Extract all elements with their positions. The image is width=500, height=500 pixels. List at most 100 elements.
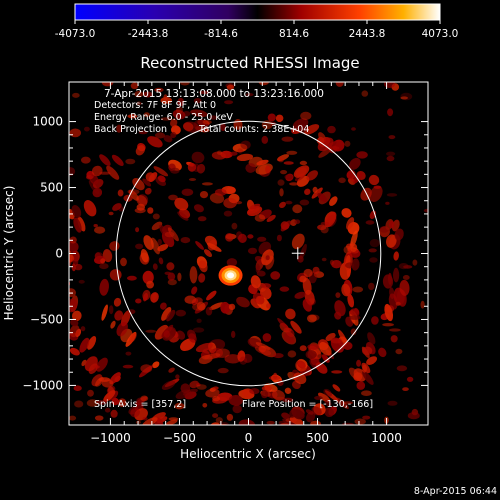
emission-blob: [332, 384, 341, 392]
emission-speckle: [72, 92, 80, 98]
emission-blob: [254, 346, 272, 356]
x-tick-label: 500: [306, 431, 329, 445]
emission-speckle: [96, 400, 108, 405]
emission-speckle: [240, 140, 251, 150]
emission-speckle: [193, 297, 203, 304]
emission-blob: [386, 234, 397, 248]
emission-speckle: [140, 395, 149, 402]
colorbar-ticks: [74, 20, 441, 24]
emission-blob: [393, 267, 400, 283]
emission-speckle: [285, 200, 293, 205]
emission-speckle: [220, 123, 226, 132]
emission-blob: [399, 279, 410, 296]
emission-speckle: [108, 211, 114, 216]
emission-blob: [128, 333, 137, 343]
emission-speckle: [283, 327, 292, 333]
x-axis-label: Heliocentric X (arcsec): [180, 447, 316, 461]
emission-speckle: [192, 327, 205, 333]
emission-blob: [147, 136, 163, 148]
emission-speckle: [235, 231, 243, 240]
emission-blob: [348, 157, 361, 170]
emission-blob: [163, 135, 173, 143]
emission-speckle: [94, 252, 101, 261]
emission-blob: [71, 310, 82, 322]
emission-blob: [220, 301, 231, 314]
emission-speckle: [283, 161, 294, 165]
axis-ticks: [69, 82, 428, 425]
emission-blob: [92, 187, 103, 198]
emission-speckle: [266, 303, 271, 309]
emission-blob: [154, 324, 169, 340]
emission-speckle: [217, 367, 229, 374]
emission-blob: [69, 324, 80, 338]
emission-speckle: [383, 82, 396, 88]
emission-blob: [347, 293, 355, 308]
emission-speckle: [277, 179, 285, 186]
emission-speckle: [192, 163, 200, 172]
emission-blob: [230, 151, 238, 156]
emission-speckle: [321, 257, 327, 262]
emission-speckle: [170, 167, 180, 174]
emission-blob: [245, 163, 256, 173]
emission-blob: [324, 407, 334, 418]
emission-blob: [176, 330, 186, 340]
emission-speckle: [277, 156, 284, 163]
emission-speckle: [94, 226, 106, 234]
emission-blob: [204, 353, 221, 360]
emission-blob: [109, 269, 122, 281]
emission-speckle: [175, 374, 180, 380]
emission-blob: [304, 188, 311, 195]
emission-speckle: [74, 400, 84, 408]
emission-speckle: [371, 316, 379, 325]
time-range-text: 7-Apr-2015 13:13:08.000 to 13:23:16.000: [104, 88, 324, 100]
emission-speckle: [188, 178, 197, 181]
emission-blob: [130, 408, 140, 418]
emission-blob: [174, 197, 189, 211]
emission-speckle: [157, 238, 162, 246]
emission-speckle: [299, 199, 310, 206]
emission-speckle: [365, 220, 375, 225]
emission-blob: [323, 388, 333, 397]
emission-speckle: [117, 189, 124, 197]
emission-speckle: [125, 158, 136, 165]
emission-speckle: [145, 329, 157, 333]
emission-blob: [144, 187, 152, 195]
emission-blob: [335, 397, 349, 409]
emission-speckle: [362, 415, 371, 420]
emission-blob: [350, 230, 358, 248]
emission-blob: [393, 251, 399, 261]
x-tick-labels: −1000 −500 0 500 1000: [90, 431, 402, 445]
emission-speckle: [335, 292, 341, 298]
emission-blob: [111, 154, 124, 166]
image-emission: [69, 82, 428, 437]
emission-speckle: [247, 247, 258, 255]
emission-speckle: [205, 306, 213, 316]
colorbar-tick-label: 814.6: [279, 28, 309, 40]
emission-speckle: [168, 194, 178, 201]
emission-blob: [266, 214, 276, 222]
emission-speckle: [80, 326, 86, 332]
emission-blob: [321, 354, 330, 363]
emission-speckle: [176, 106, 183, 115]
emission-blob: [172, 109, 186, 120]
emission-speckle: [87, 389, 94, 397]
colorbar-tick-label: 2443.8: [349, 28, 386, 40]
emission-speckle: [107, 386, 114, 394]
emission-blob: [187, 329, 197, 340]
emission-blob: [286, 425, 300, 437]
emission-speckle: [361, 346, 373, 356]
method-text: Back Projection: [94, 124, 167, 135]
emission-speckle: [177, 97, 185, 107]
emission-speckle: [93, 224, 98, 228]
emission-blob: [346, 217, 355, 230]
emission-speckle: [81, 156, 91, 164]
emission-blob: [362, 370, 374, 385]
emission-speckle: [209, 115, 218, 120]
emission-speckle: [281, 136, 294, 142]
emission-speckle: [202, 403, 208, 408]
emission-speckle: [74, 263, 83, 271]
y-tick-label: −1000: [22, 378, 63, 392]
emission-blob: [145, 172, 155, 182]
emission-blob: [69, 298, 78, 313]
